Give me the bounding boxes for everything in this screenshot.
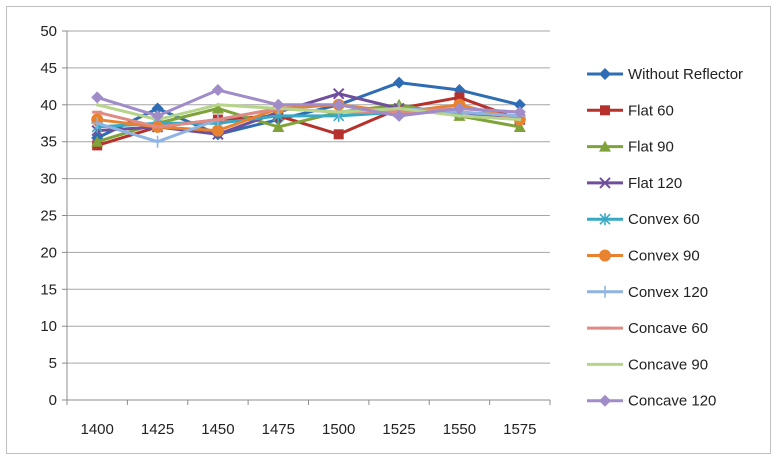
- legend-marker: [599, 394, 611, 407]
- data-point: [333, 129, 344, 140]
- y-tick-label: 40: [40, 97, 57, 114]
- y-tick-label: 10: [40, 318, 57, 335]
- legend: Without Reflector Flat 60 Flat 90 Flat 120 C…: [587, 66, 743, 410]
- y-tick-label: 15: [40, 281, 57, 298]
- grid-lines: [67, 30, 550, 364]
- series-line: [97, 103, 521, 133]
- data-point: [91, 91, 104, 104]
- x-tick-label: 1575: [503, 421, 536, 438]
- legend-item: Without Reflector: [587, 66, 743, 83]
- legend-marker: [599, 68, 611, 80]
- legend-marker: [599, 177, 611, 189]
- legend-label: Convex 60: [628, 211, 700, 228]
- series-line: [96, 88, 520, 118]
- legend-marker: [600, 105, 610, 116]
- legend-item: Flat 120: [587, 175, 682, 192]
- y-tick-label: 50: [40, 23, 57, 40]
- axes: [62, 30, 551, 405]
- legend-label: Convex 120: [628, 284, 708, 301]
- data-point: [211, 102, 224, 114]
- line-chart: 0 5 10 15 20 25 30 35 40 45 50 1400 1425 1450 1475 1500…: [40, 23, 743, 438]
- x-tick-label: 1500: [322, 421, 355, 438]
- legend-label: Concave 90: [628, 356, 708, 373]
- data-point: [151, 135, 164, 148]
- data-point: [95, 103, 99, 107]
- data-point: [272, 98, 285, 111]
- x-tick-label: 1425: [141, 421, 174, 438]
- data-point: [397, 106, 401, 110]
- y-tick-label: 30: [40, 171, 57, 188]
- x-tick-label: 1525: [382, 421, 415, 438]
- data-point: [518, 118, 522, 122]
- x-tick-label: 1550: [443, 421, 476, 438]
- y-tick-label: 5: [49, 355, 57, 372]
- y-tick-label: 25: [40, 208, 57, 225]
- data-point: [332, 98, 345, 111]
- y-tick-label: 35: [40, 134, 57, 151]
- data-point: [211, 84, 224, 97]
- legend-item: Convex 120: [587, 284, 708, 301]
- legend-label: Concave 60: [628, 320, 708, 337]
- x-tick-label: 1450: [201, 421, 234, 438]
- legend-marker: [599, 213, 611, 226]
- data-point: [337, 110, 341, 114]
- legend-label: Flat 90: [628, 139, 674, 156]
- legend-marker: [599, 285, 611, 298]
- x-tick-label: 1400: [81, 421, 114, 438]
- data-point: [393, 76, 406, 89]
- legend-marker: [599, 249, 611, 262]
- data-point: [332, 88, 345, 100]
- legend-item: Flat 90: [587, 139, 674, 156]
- legend-item: Concave 60: [587, 320, 708, 337]
- data-point: [513, 98, 526, 111]
- legend-label: Convex 90: [628, 248, 700, 265]
- data-point: [453, 102, 466, 115]
- legend-label: Flat 120: [628, 175, 682, 192]
- legend-item: Concave 90: [587, 356, 708, 373]
- chart-frame: 0 5 10 15 20 25 30 35 40 45 50 1400 1425 1450 1475 1500…: [6, 6, 771, 454]
- data-point: [151, 109, 164, 122]
- data-point: [216, 103, 220, 107]
- data-point: [513, 106, 526, 119]
- data-point: [393, 109, 406, 122]
- data-point: [457, 114, 461, 118]
- data-point: [513, 120, 526, 132]
- legend-item: Concave 120: [587, 393, 716, 410]
- series-9: [91, 84, 526, 122]
- y-tick-label: 20: [40, 244, 57, 261]
- data-point: [151, 102, 164, 115]
- data-point: [91, 117, 104, 130]
- legend-label: Without Reflector: [628, 66, 743, 83]
- data-point: [272, 120, 285, 132]
- legend-item: Convex 90: [587, 248, 700, 265]
- data-point: [91, 135, 104, 147]
- data-point: [454, 92, 465, 103]
- legend-item: Convex 60: [587, 211, 700, 228]
- y-tick-label: 0: [49, 392, 57, 409]
- tick-labels: 0 5 10 15 20 25 30 35 40 45 50 1400 1425 1450 1475 1500…: [40, 23, 536, 438]
- series-lines: [91, 76, 526, 151]
- y-tick-label: 45: [40, 60, 57, 77]
- legend-label: Concave 120: [628, 393, 716, 410]
- legend-marker: [599, 140, 611, 152]
- legend-item: Flat 60: [587, 102, 674, 119]
- data-point: [211, 124, 224, 137]
- x-tick-label: 1475: [262, 421, 295, 438]
- legend-label: Flat 60: [628, 102, 674, 119]
- series-line: [96, 103, 520, 122]
